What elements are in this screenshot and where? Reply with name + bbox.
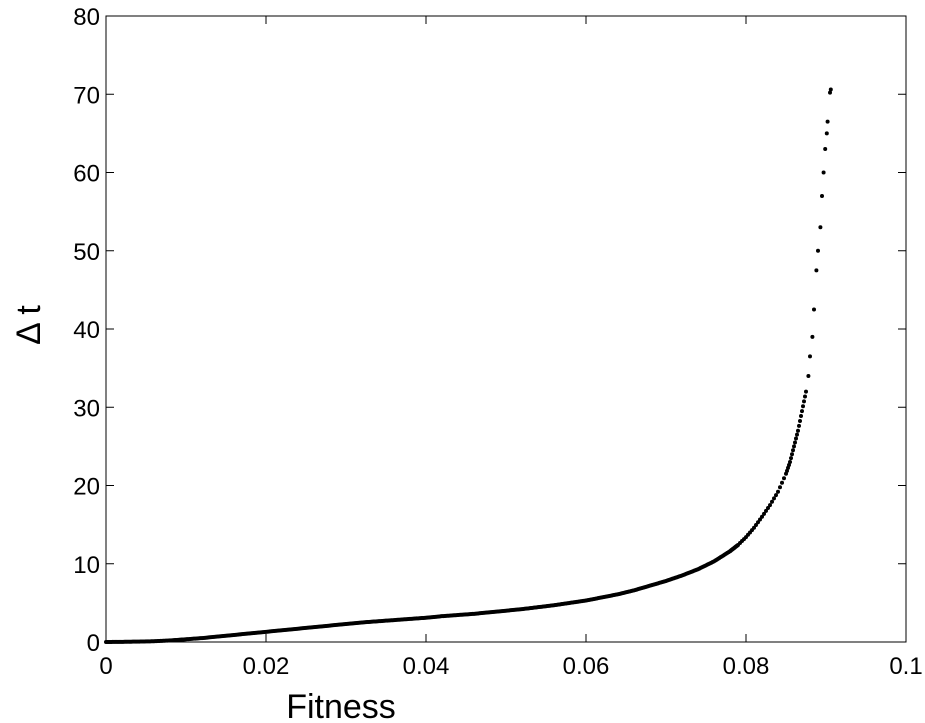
data-point bbox=[742, 537, 746, 542]
data-point bbox=[780, 480, 784, 485]
data-point bbox=[801, 404, 805, 409]
data-point bbox=[735, 543, 740, 548]
y-tick-label: 60 bbox=[73, 161, 100, 188]
data-point bbox=[804, 389, 808, 394]
x-axis-label: Fitness bbox=[286, 688, 396, 723]
data-point bbox=[797, 423, 801, 428]
data-point bbox=[791, 448, 795, 453]
data-point bbox=[754, 523, 758, 528]
data-point bbox=[793, 440, 797, 445]
data-point bbox=[818, 225, 823, 230]
data-point bbox=[796, 428, 800, 433]
data-point bbox=[768, 503, 772, 508]
data-point bbox=[812, 307, 816, 312]
data-point bbox=[810, 334, 815, 339]
data-point bbox=[808, 354, 812, 359]
x-tick-label: 0.04 bbox=[403, 653, 450, 680]
data-point bbox=[764, 508, 768, 513]
x-tick-label: 0 bbox=[99, 653, 112, 680]
data-point bbox=[821, 170, 826, 175]
data-point bbox=[776, 489, 780, 494]
data-point bbox=[795, 432, 799, 437]
y-tick-label: 0 bbox=[87, 630, 100, 657]
plot-area: 0 0.02 0.04 0.06 0.08 0.1 0 10 20 30 40 50 60 70 80 bbox=[73, 4, 922, 680]
data-point bbox=[823, 147, 828, 152]
data-point bbox=[792, 444, 796, 449]
data-point bbox=[756, 520, 760, 525]
data-point bbox=[803, 394, 807, 399]
data-point bbox=[766, 505, 770, 510]
data-point bbox=[750, 528, 754, 533]
data-point bbox=[806, 373, 811, 378]
y-tick-label: 20 bbox=[73, 474, 100, 501]
data-point bbox=[802, 399, 806, 404]
data-point bbox=[758, 517, 762, 522]
axes-box bbox=[105, 15, 907, 643]
data-point bbox=[790, 452, 794, 457]
data-point bbox=[762, 511, 766, 516]
y-axis-label: Δ t bbox=[10, 305, 48, 345]
data-point bbox=[816, 248, 820, 253]
data-point bbox=[828, 90, 832, 95]
y-tick-label: 50 bbox=[73, 239, 100, 266]
y-tick-label: 80 bbox=[73, 4, 100, 31]
data-point bbox=[760, 514, 764, 519]
y-tick-label: 30 bbox=[73, 395, 100, 422]
data-point bbox=[825, 119, 830, 124]
data-point bbox=[787, 462, 791, 467]
y-tick-label: 40 bbox=[73, 317, 100, 344]
x-tick-label: 0.06 bbox=[563, 653, 610, 680]
y-tick-label: 10 bbox=[73, 552, 100, 579]
data-point bbox=[799, 414, 803, 419]
data-point bbox=[772, 496, 776, 501]
y-tick-label: 70 bbox=[73, 82, 100, 109]
data-point bbox=[800, 409, 804, 414]
data-point bbox=[814, 268, 819, 273]
data-point bbox=[798, 418, 802, 423]
data-point bbox=[820, 193, 824, 198]
data-point bbox=[824, 131, 829, 136]
data-point bbox=[794, 436, 798, 441]
data-point bbox=[778, 485, 782, 490]
x-tick-label: 0.02 bbox=[243, 653, 290, 680]
data-point bbox=[774, 493, 778, 498]
data-point bbox=[828, 87, 833, 92]
x-tick-label: 0.08 bbox=[723, 653, 770, 680]
x-tick-label: 0.1 bbox=[889, 653, 922, 680]
data-point bbox=[789, 456, 793, 461]
data-point bbox=[770, 499, 774, 504]
data-point bbox=[782, 476, 786, 481]
